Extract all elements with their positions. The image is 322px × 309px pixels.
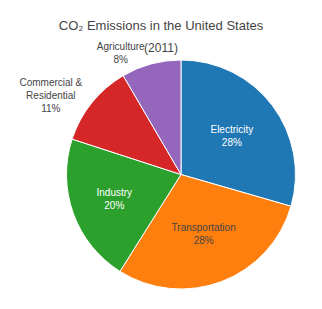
svg-text:Electricity28%: Electricity28%	[210, 124, 253, 148]
svg-text:Commercial &Residential11%: Commercial &Residential11%	[19, 77, 82, 114]
svg-text:Industry20%: Industry20%	[97, 187, 133, 211]
svg-text:Agriculture8%: Agriculture8%	[97, 41, 145, 65]
svg-text:(2011): (2011)	[144, 41, 178, 55]
svg-text:CO₂ Emissions in the United St: CO₂ Emissions in the United States	[59, 18, 264, 33]
svg-text:Transportation28%: Transportation28%	[172, 222, 236, 246]
